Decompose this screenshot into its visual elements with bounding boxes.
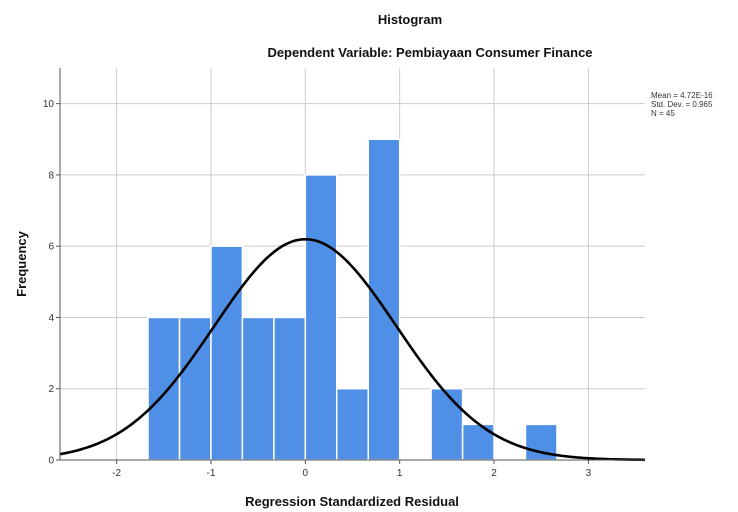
- chart-title: Histogram: [378, 12, 442, 27]
- histogram-bar: [430, 387, 464, 461]
- y-tick-label: 4: [48, 313, 54, 324]
- x-axis-label: Regression Standardized Residual: [245, 494, 459, 509]
- y-tick-label: 2: [48, 384, 54, 395]
- y-tick-label: 10: [43, 99, 55, 110]
- x-tick-label: 2: [491, 468, 497, 479]
- axes: [56, 68, 645, 464]
- histogram-bar: [461, 423, 495, 461]
- x-tick-label: 1: [397, 468, 403, 479]
- y-axis-label: Frequency: [14, 230, 29, 297]
- normal-curve: [59, 237, 646, 462]
- x-tick-label: -2: [112, 468, 121, 479]
- y-tick-label: 6: [48, 242, 54, 253]
- y-tick-labels: 0 2 4 6 8 10: [43, 99, 55, 466]
- stats-line: Mean = 4.72E-16: [651, 91, 713, 100]
- histogram-bar: [304, 174, 338, 461]
- chart-subtitle: Dependent Variable: Pembiayaan Consumer …: [267, 45, 592, 60]
- y-tick-label: 0: [48, 456, 54, 467]
- y-tick-label: 8: [48, 170, 54, 181]
- x-tick-label: -1: [207, 468, 216, 479]
- histogram-bars: [147, 138, 558, 461]
- stats-line: Std. Dev. = 0.965: [651, 100, 713, 109]
- x-tick-label: 3: [586, 468, 592, 479]
- histogram-bar: [178, 316, 212, 461]
- histogram-bar: [147, 316, 181, 461]
- x-tick-label: 0: [303, 468, 309, 479]
- histogram-bar: [241, 316, 275, 461]
- histogram-bar: [367, 138, 401, 461]
- stats-line: N = 45: [651, 109, 675, 118]
- histogram-bar: [273, 316, 307, 461]
- histogram-bar: [335, 387, 370, 461]
- histogram-bar: [210, 245, 244, 461]
- normal-curve-group: [59, 237, 646, 462]
- x-tick-labels: -2 -1 0 1 2 3: [112, 468, 591, 479]
